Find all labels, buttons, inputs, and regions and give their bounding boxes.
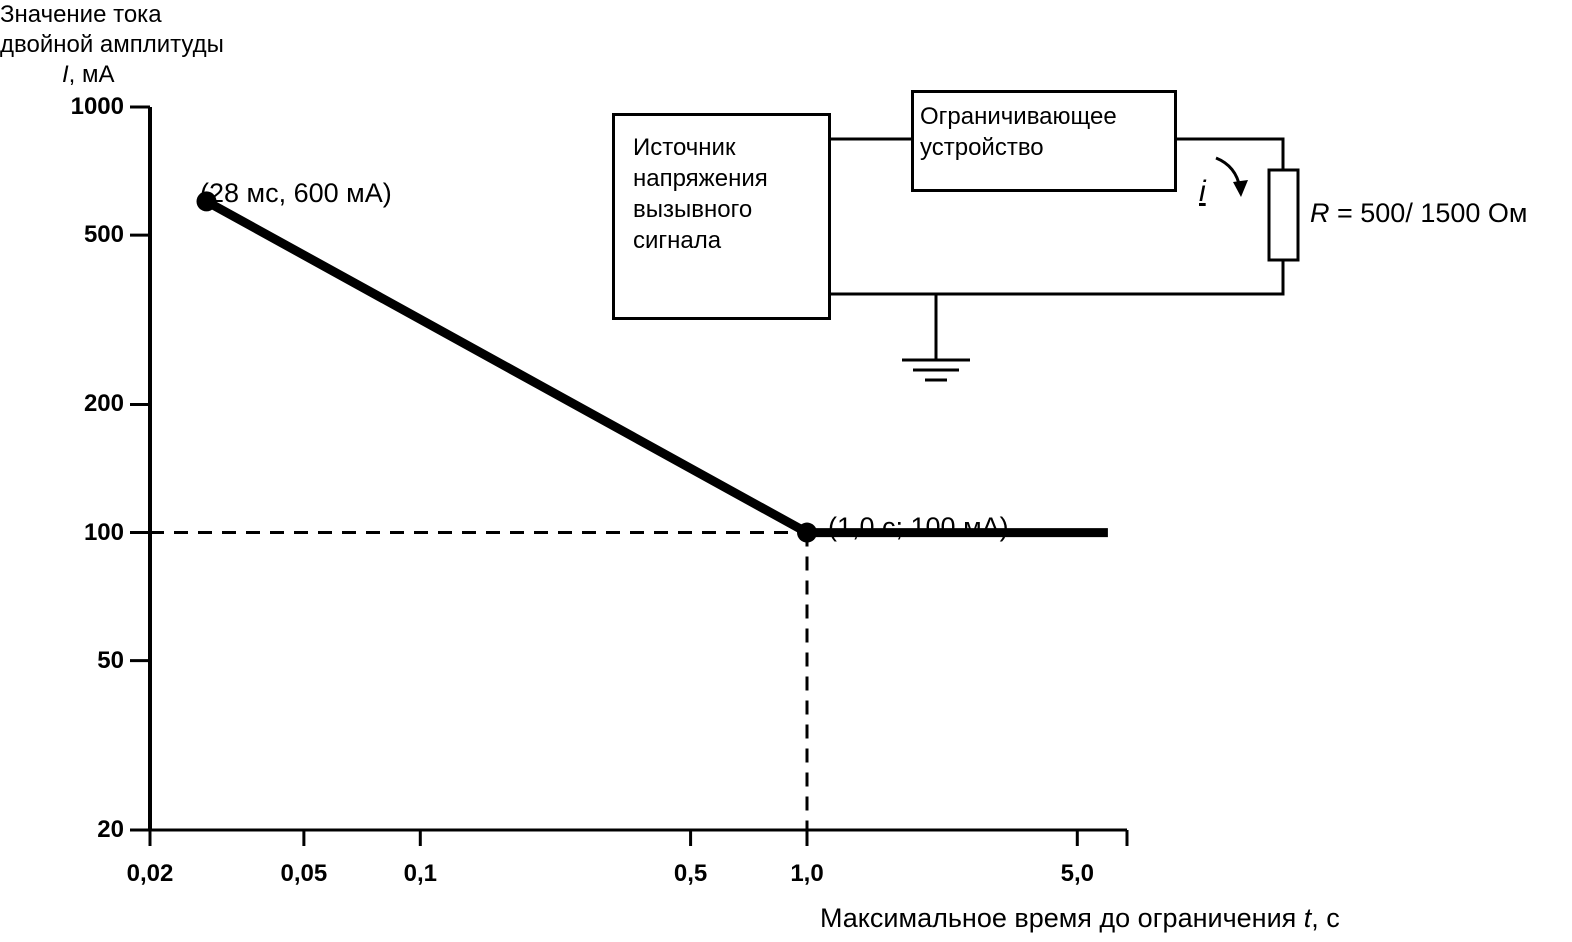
ticks: [130, 105, 1129, 846]
y-axis-label-line-3: I, мА: [0, 60, 224, 90]
y-axis-unit: , мА: [68, 61, 115, 88]
source-label-line-2: напряжения: [633, 165, 768, 192]
voltage-source-box: Источник напряжения вызывного сигнала: [612, 113, 831, 320]
resistor-value: = 500/ 1500 Ом: [1329, 198, 1528, 228]
y-tick-label: 20: [97, 816, 124, 843]
limiting-device-box: Ограничивающее устройство: [911, 90, 1177, 192]
circuit-wiring: [830, 137, 1300, 382]
x-tick-label: 0,1: [403, 860, 437, 887]
reference-lines: [150, 531, 809, 830]
resistor: [1267, 168, 1300, 262]
limiter-label-line-1: Ограничивающее: [920, 103, 1117, 130]
y-tick-label: 200: [83, 390, 124, 418]
x-tick-label: 1,0: [790, 860, 824, 887]
data-points: [196, 191, 817, 543]
x-axis-unit: , с: [1311, 903, 1340, 933]
source-label-line-3: вызывного: [633, 196, 753, 223]
y-tick-label: 500: [83, 221, 124, 249]
x-axis-label: Максимальное время до ограничения t, с: [820, 903, 1340, 934]
y-axis-label: Значение тока двойной амплитуды I, мА: [0, 0, 224, 90]
wire-resistor-to-source: [830, 260, 1285, 296]
x-tick-label: 5,0: [1060, 860, 1094, 887]
y-axis-label-line-2: двойной амплитуды: [0, 31, 224, 58]
wire-limiter-to-resistor: [1176, 137, 1285, 170]
limiter-label-line-2: устройство: [920, 134, 1044, 161]
current-arrow-head-icon: [1233, 180, 1248, 197]
data-point: [797, 522, 817, 543]
source-label-line-1: Источник: [633, 134, 736, 161]
data-point: [196, 191, 217, 212]
resistor-symbol: R: [1310, 198, 1330, 228]
x-tick-label: 0,05: [280, 860, 328, 887]
point-label-knee: (1,0 с; 100 мА): [828, 512, 1009, 542]
y-tick-label: 1000: [70, 93, 124, 120]
resistor-label: R = 500/ 1500 Ом: [1310, 198, 1527, 229]
y-axis-symbol: I: [62, 61, 69, 88]
x-tick-label: 0,5: [673, 860, 708, 887]
x-axis-label-text: Максимальное время до ограничения: [820, 903, 1304, 933]
source-label-line-4: сигнала: [633, 227, 722, 254]
x-tick-label: 0,02: [126, 860, 174, 887]
current-label: i: [1199, 175, 1206, 208]
point-label-start: (28 мс, 600 мА): [200, 178, 392, 208]
y-tick-label: 50: [97, 646, 124, 674]
x-axis-symbol: t: [1303, 903, 1312, 933]
y-axis-label-line-1: Значение тока: [0, 1, 162, 28]
y-tick-label: 100: [83, 518, 124, 546]
axes: [148, 107, 1127, 832]
